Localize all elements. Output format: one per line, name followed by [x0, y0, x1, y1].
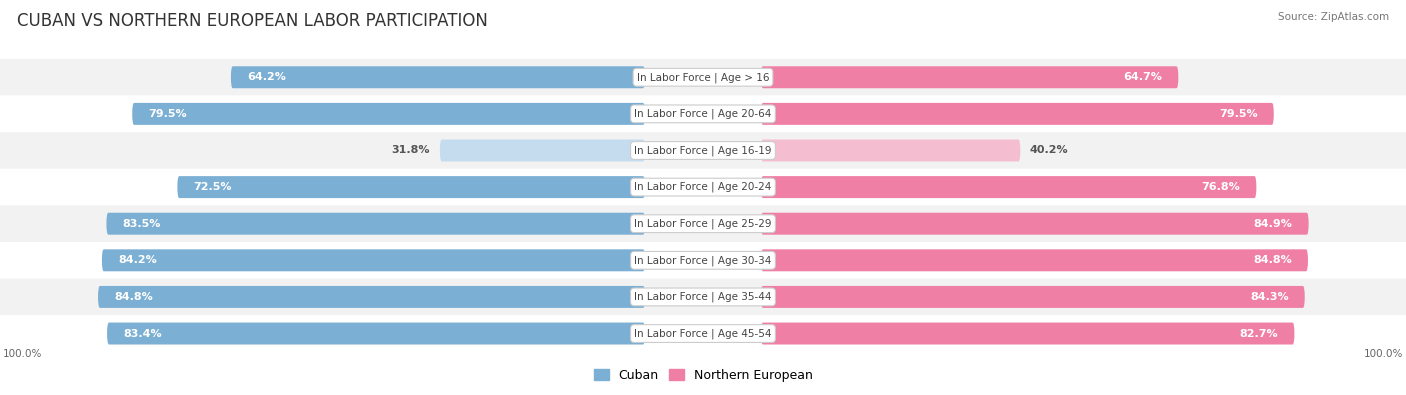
FancyBboxPatch shape — [0, 96, 1406, 132]
FancyBboxPatch shape — [101, 249, 645, 271]
Text: 79.5%: 79.5% — [149, 109, 187, 119]
Text: CUBAN VS NORTHERN EUROPEAN LABOR PARTICIPATION: CUBAN VS NORTHERN EUROPEAN LABOR PARTICI… — [17, 12, 488, 30]
Text: In Labor Force | Age 35-44: In Labor Force | Age 35-44 — [634, 292, 772, 302]
Text: In Labor Force | Age 16-19: In Labor Force | Age 16-19 — [634, 145, 772, 156]
FancyBboxPatch shape — [107, 323, 645, 344]
FancyBboxPatch shape — [761, 139, 1021, 162]
Text: 40.2%: 40.2% — [1031, 145, 1069, 156]
Text: In Labor Force | Age 30-34: In Labor Force | Age 30-34 — [634, 255, 772, 265]
FancyBboxPatch shape — [231, 66, 645, 88]
FancyBboxPatch shape — [0, 132, 1406, 169]
Text: 84.8%: 84.8% — [114, 292, 153, 302]
Text: 84.9%: 84.9% — [1254, 219, 1292, 229]
FancyBboxPatch shape — [440, 139, 645, 162]
FancyBboxPatch shape — [0, 315, 1406, 352]
Text: 84.2%: 84.2% — [118, 255, 157, 265]
Text: 84.8%: 84.8% — [1253, 255, 1292, 265]
Text: In Labor Force | Age 20-64: In Labor Force | Age 20-64 — [634, 109, 772, 119]
Text: 31.8%: 31.8% — [392, 145, 430, 156]
Text: 82.7%: 82.7% — [1240, 329, 1278, 339]
Text: 72.5%: 72.5% — [194, 182, 232, 192]
FancyBboxPatch shape — [0, 169, 1406, 205]
Text: 83.5%: 83.5% — [122, 219, 160, 229]
Text: 83.4%: 83.4% — [124, 329, 162, 339]
FancyBboxPatch shape — [761, 249, 1308, 271]
Text: In Labor Force | Age > 16: In Labor Force | Age > 16 — [637, 72, 769, 83]
FancyBboxPatch shape — [132, 103, 645, 125]
FancyBboxPatch shape — [761, 323, 1295, 344]
FancyBboxPatch shape — [98, 286, 645, 308]
Text: In Labor Force | Age 45-54: In Labor Force | Age 45-54 — [634, 328, 772, 339]
FancyBboxPatch shape — [761, 213, 1309, 235]
FancyBboxPatch shape — [0, 278, 1406, 315]
FancyBboxPatch shape — [761, 286, 1305, 308]
FancyBboxPatch shape — [0, 242, 1406, 278]
Text: 100.0%: 100.0% — [1364, 349, 1403, 359]
Text: Source: ZipAtlas.com: Source: ZipAtlas.com — [1278, 12, 1389, 22]
FancyBboxPatch shape — [761, 66, 1178, 88]
Text: 64.7%: 64.7% — [1123, 72, 1163, 82]
FancyBboxPatch shape — [761, 103, 1274, 125]
FancyBboxPatch shape — [761, 176, 1257, 198]
FancyBboxPatch shape — [107, 213, 645, 235]
Text: In Labor Force | Age 20-24: In Labor Force | Age 20-24 — [634, 182, 772, 192]
Text: 84.3%: 84.3% — [1250, 292, 1289, 302]
Text: 100.0%: 100.0% — [3, 349, 42, 359]
FancyBboxPatch shape — [0, 205, 1406, 242]
Text: 79.5%: 79.5% — [1219, 109, 1257, 119]
FancyBboxPatch shape — [0, 59, 1406, 96]
Text: In Labor Force | Age 25-29: In Labor Force | Age 25-29 — [634, 218, 772, 229]
Legend: Cuban, Northern European: Cuban, Northern European — [589, 364, 817, 387]
FancyBboxPatch shape — [177, 176, 645, 198]
Text: 76.8%: 76.8% — [1202, 182, 1240, 192]
Text: 64.2%: 64.2% — [247, 72, 285, 82]
